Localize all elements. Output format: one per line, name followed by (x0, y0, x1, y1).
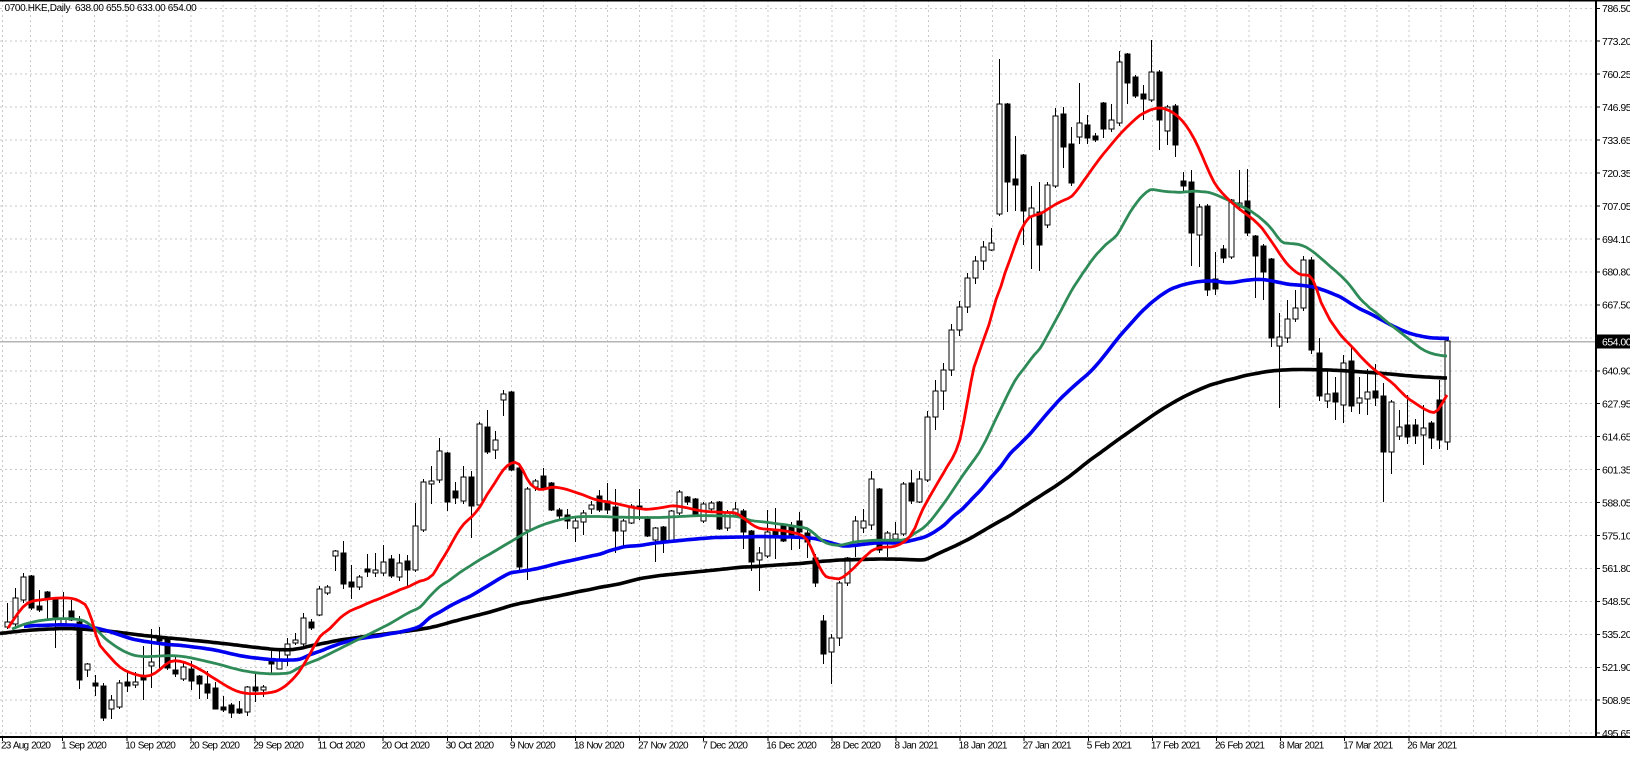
svg-text:601.35: 601.35 (1602, 464, 1630, 476)
svg-text:707.05: 707.05 (1602, 201, 1630, 213)
svg-text:720.35: 720.35 (1602, 168, 1630, 180)
svg-text:30 Oct 2020: 30 Oct 2020 (446, 741, 495, 752)
svg-text:575.10: 575.10 (1602, 530, 1630, 542)
svg-text:535.20: 535.20 (1602, 629, 1630, 641)
svg-text:680.80: 680.80 (1602, 267, 1630, 279)
svg-text:773.20: 773.20 (1602, 36, 1630, 48)
svg-text:614.65: 614.65 (1602, 432, 1630, 444)
svg-text:20 Sep 2020: 20 Sep 2020 (189, 741, 240, 752)
svg-text:27 Nov 2020: 27 Nov 2020 (638, 741, 689, 752)
svg-text:10 Sep 2020: 10 Sep 2020 (125, 741, 176, 752)
svg-text:7 Dec 2020: 7 Dec 2020 (702, 741, 748, 752)
svg-text:18 Jan 2021: 18 Jan 2021 (959, 741, 1008, 752)
svg-text:694.10: 694.10 (1602, 234, 1630, 246)
svg-text:11 Oct 2020: 11 Oct 2020 (318, 741, 366, 752)
svg-text:9 Nov 2020: 9 Nov 2020 (510, 741, 556, 752)
svg-text:26 Mar 2021: 26 Mar 2021 (1407, 741, 1457, 752)
svg-text:495.65: 495.65 (1602, 728, 1630, 740)
svg-text:18 Nov 2020: 18 Nov 2020 (574, 741, 625, 752)
svg-text:0700.HKE,Daily 638.00 655.50: 0700.HKE,Daily 638.00 655.50 633.00 654.… (5, 3, 198, 14)
svg-text:588.05: 588.05 (1602, 497, 1630, 509)
svg-text:26 Feb 2021: 26 Feb 2021 (1215, 741, 1265, 752)
svg-text:627.95: 627.95 (1602, 399, 1630, 411)
svg-text:640.90: 640.90 (1602, 366, 1630, 378)
svg-text:786.50: 786.50 (1602, 3, 1630, 15)
svg-text:521.90: 521.90 (1602, 662, 1630, 674)
svg-text:23 Aug 2020: 23 Aug 2020 (1, 741, 51, 752)
svg-text:8 Mar 2021: 8 Mar 2021 (1279, 741, 1325, 752)
svg-text:17 Feb 2021: 17 Feb 2021 (1151, 741, 1201, 752)
svg-text:8 Jan 2021: 8 Jan 2021 (895, 741, 940, 752)
svg-text:746.95: 746.95 (1602, 102, 1630, 114)
svg-text:667.50: 667.50 (1602, 300, 1630, 312)
svg-text:20 Oct 2020: 20 Oct 2020 (382, 741, 431, 752)
svg-text:5 Feb 2021: 5 Feb 2021 (1087, 741, 1133, 752)
svg-text:508.95: 508.95 (1602, 695, 1630, 707)
svg-text:760.25: 760.25 (1602, 69, 1630, 81)
svg-text:27 Jan 2021: 27 Jan 2021 (1023, 741, 1072, 752)
svg-text:16 Dec 2020: 16 Dec 2020 (766, 741, 817, 752)
svg-text:29 Sep 2020: 29 Sep 2020 (253, 741, 304, 752)
svg-text:561.80: 561.80 (1602, 563, 1630, 575)
svg-text:654.00: 654.00 (1602, 336, 1630, 348)
svg-text:733.65: 733.65 (1602, 135, 1630, 147)
svg-text:28 Dec 2020: 28 Dec 2020 (830, 741, 881, 752)
svg-text:548.50: 548.50 (1602, 596, 1630, 608)
svg-text:1 Sep 2020: 1 Sep 2020 (61, 741, 107, 752)
svg-text:17 Mar 2021: 17 Mar 2021 (1343, 741, 1393, 752)
